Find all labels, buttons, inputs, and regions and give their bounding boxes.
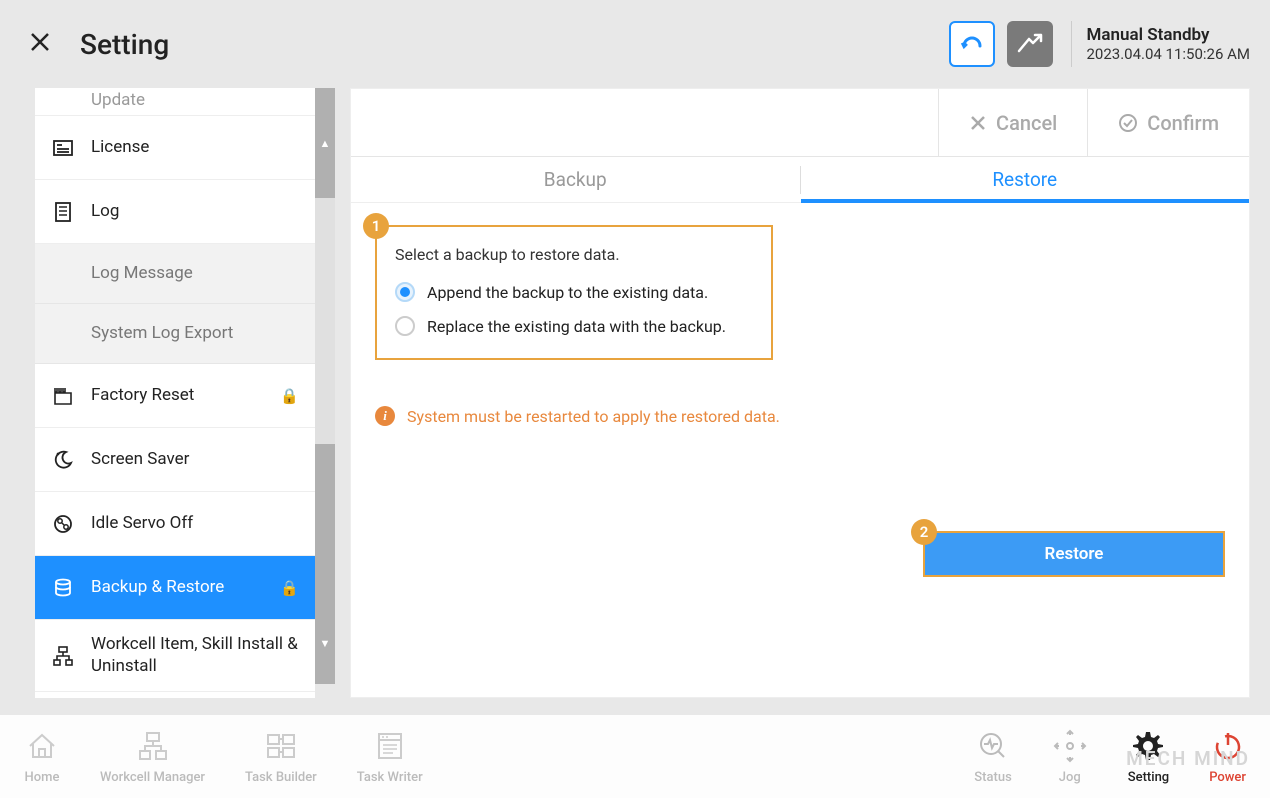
workcell-icon	[51, 644, 75, 668]
status-block: Manual Standby 2023.04.04 11:50:26 AM	[1086, 25, 1250, 63]
nav-home[interactable]: Home	[24, 728, 60, 785]
sidebar: Update License Log Log Message System Lo…	[0, 88, 335, 698]
sidebar-item-label: Idle Servo Off	[91, 513, 299, 534]
content-area: Update License Log Log Message System Lo…	[0, 88, 1270, 698]
mode-icon-blue[interactable]	[949, 21, 995, 67]
factory-icon	[51, 384, 75, 408]
scrollbar-track[interactable]: ▲ ▼	[315, 88, 335, 684]
tab-label: Restore	[992, 168, 1057, 191]
status-time: 2023.04.04 11:50:26 AM	[1086, 45, 1250, 63]
callout-badge-2: 2	[911, 519, 937, 545]
scrollbar-thumb[interactable]: ▼	[315, 444, 335, 684]
nav-jog[interactable]: Jog	[1052, 728, 1088, 785]
nav-label: Status	[974, 770, 1011, 785]
option-label: Replace the existing data with the backu…	[427, 317, 726, 336]
sidebar-item-label: Screen Saver	[91, 449, 299, 470]
radio-icon	[395, 316, 415, 336]
sidebar-subitem-logmessage[interactable]: Log Message	[35, 244, 315, 304]
log-icon	[51, 200, 75, 224]
restore-options-callout: 1 Select a backup to restore data. Appen…	[375, 225, 773, 360]
radio-selected-icon	[395, 282, 415, 302]
scrollbar-thumb[interactable]: ▲	[315, 88, 335, 198]
tab-label: Backup	[544, 168, 607, 191]
header-bar: Setting Manual Standby 2023.04.04 11:50:…	[0, 0, 1270, 88]
nav-task-writer[interactable]: Task Writer	[357, 728, 423, 785]
tab-backup[interactable]: Backup	[351, 157, 800, 202]
task-builder-icon	[263, 728, 299, 764]
sidebar-item-workcell[interactable]: Workcell Item, Skill Install & Uninstall	[35, 620, 315, 692]
cancel-label: Cancel	[996, 111, 1057, 135]
power-icon	[1210, 728, 1246, 764]
setting-gear-icon	[1130, 728, 1166, 764]
restore-instruction: Select a backup to restore data.	[395, 245, 753, 264]
scroll-up-icon: ▲	[315, 130, 335, 156]
sidebar-item-label: License	[91, 137, 299, 158]
divider	[1071, 21, 1072, 67]
sidebar-item-label: Update	[91, 90, 299, 111]
status-icon	[975, 728, 1011, 764]
task-writer-icon	[372, 728, 408, 764]
jog-icon	[1052, 728, 1088, 764]
sidebar-item-label: Workcell Item, Skill Install & Uninstall	[91, 634, 299, 677]
sidebar-subitem-syslogexport[interactable]: System Log Export	[35, 304, 315, 364]
sidebar-item-update[interactable]: Update	[35, 88, 315, 116]
workcell-manager-icon	[135, 728, 171, 764]
nav-label: Task Writer	[357, 770, 423, 785]
close-icon[interactable]	[20, 20, 60, 69]
sidebar-item-factoryreset[interactable]: Factory Reset 🔒	[35, 364, 315, 428]
restore-button[interactable]: 2 Restore	[923, 531, 1225, 577]
sidebar-item-label: System Log Export	[91, 323, 299, 344]
nav-setting[interactable]: Setting	[1128, 728, 1169, 785]
callout-badge-1: 1	[363, 213, 389, 239]
confirm-button[interactable]: Confirm	[1087, 89, 1249, 156]
option-replace[interactable]: Replace the existing data with the backu…	[395, 316, 753, 336]
bottom-nav: Home Workcell Manager Task Builder Task …	[0, 714, 1270, 798]
moon-icon	[51, 448, 75, 472]
sidebar-item-log[interactable]: Log	[35, 180, 315, 244]
backup-icon	[51, 576, 75, 600]
nav-workcell-manager[interactable]: Workcell Manager	[100, 728, 205, 785]
sidebar-item-idleservo[interactable]: Idle Servo Off	[35, 492, 315, 556]
lock-icon: 🔒	[280, 579, 299, 597]
status-title: Manual Standby	[1086, 25, 1250, 45]
nav-label: Power	[1209, 770, 1246, 785]
page-title: Setting	[80, 28, 169, 61]
tabs: Backup Restore	[351, 157, 1249, 203]
nav-power[interactable]: Power	[1209, 728, 1246, 785]
nav-label: Task Builder	[245, 770, 317, 785]
nav-label: Home	[25, 770, 60, 785]
scroll-down-icon: ▼	[315, 630, 335, 656]
panel-body: 1 Select a backup to restore data. Appen…	[351, 203, 1249, 448]
cancel-x-icon	[969, 114, 987, 132]
option-append[interactable]: Append the backup to the existing data.	[395, 282, 753, 302]
top-actions: Cancel Confirm	[351, 89, 1249, 157]
confirm-label: Confirm	[1147, 111, 1219, 135]
sidebar-item-label: Log Message	[91, 263, 299, 284]
nav-status[interactable]: Status	[974, 728, 1011, 785]
sidebar-item-backuprestore[interactable]: Backup & Restore 🔒	[35, 556, 315, 620]
nav-label: Setting	[1128, 770, 1169, 785]
info-icon: i	[375, 406, 395, 426]
restore-button-label: Restore	[1045, 544, 1104, 564]
nav-label: Jog	[1059, 770, 1081, 785]
confirm-check-icon	[1118, 113, 1138, 133]
sidebar-item-label: Factory Reset	[91, 385, 280, 406]
home-icon	[24, 728, 60, 764]
cancel-button[interactable]: Cancel	[938, 89, 1087, 156]
nav-label: Workcell Manager	[100, 770, 205, 785]
tab-restore[interactable]: Restore	[801, 157, 1250, 202]
nav-task-builder[interactable]: Task Builder	[245, 728, 317, 785]
restart-warning: i System must be restarted to apply the …	[375, 406, 1225, 426]
sidebar-item-label: Log	[91, 201, 299, 222]
option-label: Append the backup to the existing data.	[427, 283, 708, 302]
license-icon	[51, 136, 75, 160]
servo-icon	[51, 512, 75, 536]
sidebar-item-label: Backup & Restore	[91, 577, 280, 598]
lock-icon: 🔒	[280, 387, 299, 405]
sidebar-item-license[interactable]: License	[35, 116, 315, 180]
warning-text: System must be restarted to apply the re…	[407, 407, 780, 426]
main-panel: Cancel Confirm Backup Restore 1 Select a…	[350, 88, 1250, 698]
sidebar-item-screensaver[interactable]: Screen Saver	[35, 428, 315, 492]
mode-icon-gray[interactable]	[1007, 21, 1053, 67]
